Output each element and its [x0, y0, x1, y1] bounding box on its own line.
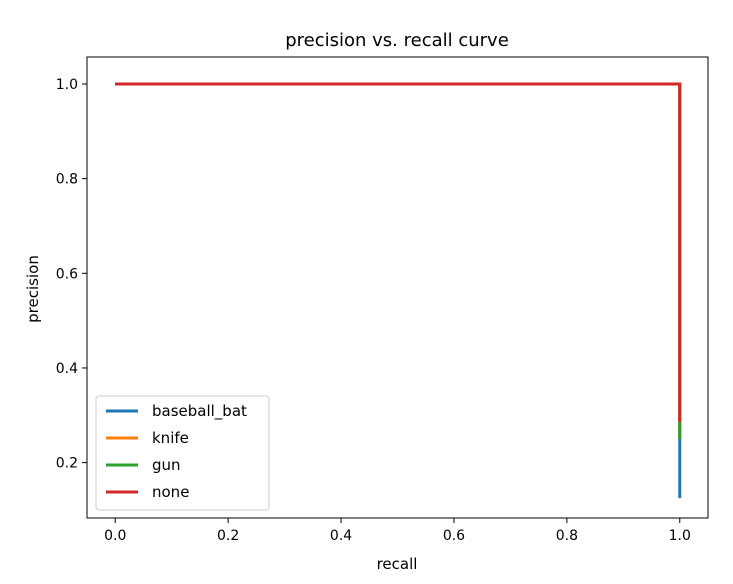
chart-title: precision vs. recall curve	[285, 30, 509, 51]
x-tick-label: 0.8	[556, 528, 578, 544]
y-axis-ticks: 0.2 0.4 0.6 0.8 1.0	[56, 77, 87, 472]
x-tick-label: 0.2	[217, 528, 239, 544]
legend-label-baseball-bat: baseball_bat	[152, 402, 247, 421]
series-line-gun	[115, 82, 682, 439]
x-axis-label: recall	[377, 555, 418, 573]
x-tick-label: 1.0	[669, 528, 691, 544]
series-line-none	[115, 82, 682, 422]
y-tick-label: 0.8	[56, 172, 78, 188]
x-tick-label: 0.4	[330, 528, 352, 544]
legend-box	[95, 395, 270, 511]
x-tick-label: 0.6	[443, 528, 465, 544]
x-tick-label: 0.0	[104, 528, 126, 544]
x-axis-ticks: 0.0 0.2 0.4 0.6 0.8 1.0	[104, 518, 691, 544]
y-tick-label: 1.0	[56, 77, 78, 93]
y-tick-label: 0.2	[56, 456, 78, 472]
series-line-knife	[115, 82, 682, 439]
legend-label-gun: gun	[152, 456, 181, 474]
legend-label-none: none	[152, 483, 189, 501]
plot-frame	[86, 56, 709, 519]
y-axis-label: precision	[24, 255, 42, 323]
y-tick-label: 0.4	[56, 361, 78, 377]
y-tick-label: 0.6	[56, 266, 78, 282]
legend-label-knife: knife	[152, 429, 189, 447]
plot-area	[86, 56, 709, 519]
